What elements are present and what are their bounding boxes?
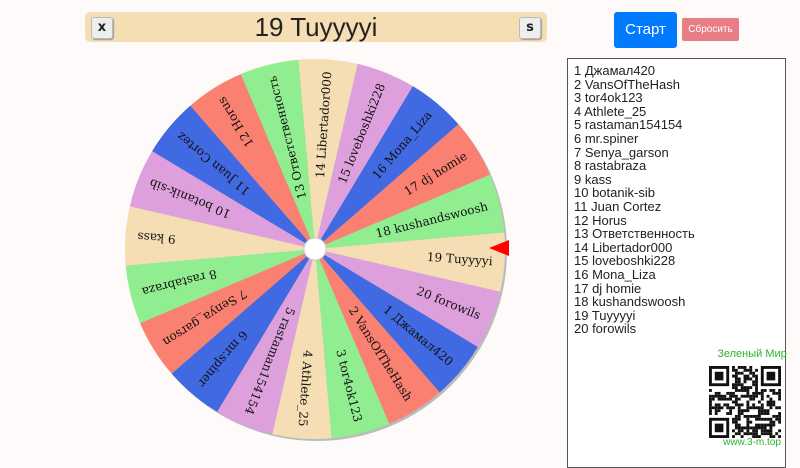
list-item: 4 Athlete_25 bbox=[574, 103, 647, 119]
list-item: 16 Mona_Liza bbox=[574, 266, 656, 282]
list-item: 14 Libertador000 bbox=[574, 239, 673, 255]
winner-bar: 19 Tuyyyyi x s bbox=[85, 12, 547, 42]
wheel-segment-label: 9 kass bbox=[137, 230, 176, 247]
wheel-segment bbox=[298, 59, 358, 250]
list-item: 15 loveboshki228 bbox=[574, 253, 676, 269]
wheel-segment bbox=[190, 74, 315, 249]
start-button[interactable]: Старт bbox=[614, 12, 677, 48]
wheel-segment bbox=[217, 249, 315, 435]
wheel-segment bbox=[315, 249, 501, 347]
wheel-segment bbox=[315, 232, 505, 292]
wheel-segment bbox=[129, 151, 315, 249]
participants-list[interactable]: 1 Джамал420 2 VansOfTheHash 3 tor4ok123 4 A… bbox=[567, 58, 786, 468]
pointer-icon bbox=[489, 240, 509, 256]
list-item: 18 kushandswoosh bbox=[574, 294, 686, 310]
wheel-segment bbox=[315, 124, 490, 249]
wheel-segment bbox=[315, 249, 390, 439]
list-item: 19 Tuyyyyi bbox=[574, 307, 636, 323]
list-item: 13 Ответственность bbox=[574, 226, 695, 242]
qr-code-icon bbox=[709, 366, 781, 438]
wheel-segment bbox=[152, 105, 315, 249]
wheel-segment bbox=[125, 206, 316, 266]
list-item: 11 Juan Cortez bbox=[574, 198, 662, 214]
brand-name: Зеленый Мир bbox=[717, 348, 787, 360]
list-item: 17 dj homie bbox=[574, 280, 642, 296]
list-item: 5 rastaman154154 bbox=[574, 117, 683, 133]
list-item: 2 VansOfTheHash bbox=[574, 76, 680, 92]
list-item: 8 rastabraza bbox=[574, 158, 647, 174]
wheel-segment bbox=[315, 249, 478, 393]
wheel-segment bbox=[125, 249, 315, 324]
list-item: 3 tor4ok123 bbox=[574, 90, 643, 106]
winner-title: 19 Tuyyyyi bbox=[254, 12, 378, 42]
list-item: 12 Horus bbox=[574, 212, 627, 228]
wheel-segment bbox=[315, 63, 413, 249]
list-item: 20 forowils bbox=[574, 321, 637, 337]
list-item: 1 Джамал420 bbox=[574, 63, 656, 78]
wheel-segment bbox=[240, 59, 315, 249]
wheel-segment bbox=[315, 249, 440, 424]
wheel-segment bbox=[272, 249, 332, 439]
list-item: 9 kass bbox=[574, 171, 612, 187]
s-button[interactable]: s bbox=[519, 17, 541, 39]
wheel-segment bbox=[140, 249, 315, 374]
list-item: 10 botanik-sib bbox=[574, 185, 655, 201]
wheel-segment bbox=[171, 249, 315, 412]
brand-site: www.3-m.top bbox=[723, 437, 781, 448]
wheel-segment-label: 19 Tuyyyyi bbox=[426, 250, 493, 269]
close-button[interactable]: x bbox=[91, 17, 113, 39]
list-item: 7 Senya_garson bbox=[574, 144, 669, 160]
reset-button[interactable]: Сбросить bbox=[682, 18, 739, 41]
wheel-hub bbox=[303, 237, 327, 261]
wheel-segment-label: 4 Athlete_25 bbox=[296, 350, 315, 427]
list-item: 6 mr.spiner bbox=[574, 130, 639, 146]
wheel-segment bbox=[315, 86, 459, 249]
wheel-segment bbox=[315, 174, 505, 249]
